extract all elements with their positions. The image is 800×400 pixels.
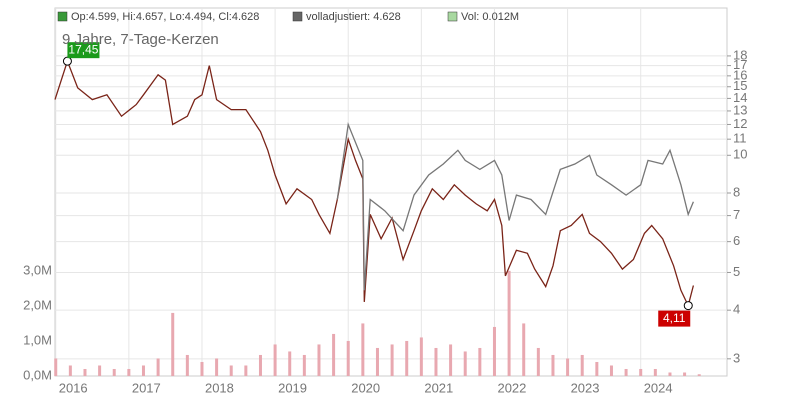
plot-frame <box>54 7 728 377</box>
y-tick-label: 8 <box>733 184 740 199</box>
volume-bar <box>200 361 204 376</box>
header-text: Vol: 0.012M <box>461 11 519 23</box>
volume-bar <box>215 358 219 376</box>
volume-bar <box>595 361 599 376</box>
x-tick-label: 2023 <box>571 380 600 395</box>
y-tick-label: 17 <box>733 57 747 72</box>
volume-bar <box>478 347 482 376</box>
volume-bar <box>683 372 687 376</box>
x-tick-label: 2020 <box>351 380 380 395</box>
y-tick-label: 11 <box>733 131 747 146</box>
volume-bar <box>609 365 613 376</box>
y-tick-label: 6 <box>733 233 740 248</box>
extreme-marker <box>62 56 72 66</box>
price-line <box>336 122 695 291</box>
volume-bar <box>463 351 467 376</box>
volume-bar <box>171 312 175 376</box>
x-tick-label: 2016 <box>59 380 88 395</box>
volume-bar <box>390 344 394 376</box>
y-tick-label: 4 <box>733 302 740 317</box>
y-tick-label: 16 <box>733 67 747 82</box>
y-tick-label: 3 <box>733 350 740 365</box>
volume-bar <box>68 365 72 376</box>
volume-tick-label: 2,0M <box>23 297 52 312</box>
volume-tick-label: 0,0M <box>23 367 52 382</box>
header-swatch <box>447 11 458 22</box>
extreme-label: 17,45 <box>68 42 98 56</box>
x-tick-label: 2024 <box>644 380 673 395</box>
volume-bar <box>639 368 643 376</box>
volume-bar <box>653 368 657 376</box>
volume-bar <box>580 354 584 376</box>
header-swatch <box>292 11 303 22</box>
x-tick-label: 2017 <box>132 380 161 395</box>
volume-bar <box>98 365 102 376</box>
volume-bar <box>332 333 336 376</box>
volume-bar <box>141 365 145 376</box>
y-tick-label: 13 <box>733 102 747 117</box>
volume-bar <box>127 368 131 376</box>
x-tick-label: 2022 <box>497 380 526 395</box>
volume-bar <box>302 354 306 376</box>
extreme-label: 4,11 <box>663 311 686 325</box>
volume-bar <box>449 344 453 376</box>
volume-bar <box>434 347 438 376</box>
volume-bar <box>507 270 511 376</box>
volume-bar <box>492 326 496 376</box>
x-tick-label: 2018 <box>205 380 234 395</box>
volume-bar <box>566 358 570 376</box>
y-tick-label: 5 <box>733 264 740 279</box>
volume-bar <box>536 347 540 376</box>
volume-bar <box>229 365 233 376</box>
y-tick-label: 14 <box>733 90 747 105</box>
header-swatch <box>57 11 68 22</box>
volume-bar <box>258 354 262 376</box>
y-tick-label: 10 <box>733 147 747 162</box>
volume-bar <box>697 374 701 376</box>
volume-bar <box>83 368 87 376</box>
volume-bar <box>361 323 365 376</box>
volume-bar <box>668 372 672 376</box>
volume-bar <box>244 365 248 376</box>
volume-bar <box>346 340 350 376</box>
chart-title: 9 Jahre, 7-Tage-Kerzen <box>62 31 219 48</box>
volume-bar <box>185 354 189 376</box>
volume-bar <box>624 368 628 376</box>
volume-bar <box>288 351 292 376</box>
extreme-label-bg <box>658 310 691 327</box>
y-tick-label: 7 <box>733 207 740 222</box>
volume-bar <box>522 323 526 376</box>
extreme-label-bg <box>67 42 100 59</box>
volume-bar <box>317 344 321 376</box>
y-tick-label: 18 <box>733 47 747 62</box>
extreme-marker <box>683 301 693 311</box>
header-text: volladjustiert: 4.628 <box>306 11 401 23</box>
volume-bar <box>273 344 277 376</box>
price-line <box>54 59 695 308</box>
volume-bar <box>405 340 409 376</box>
x-tick-label: 2021 <box>424 380 453 395</box>
header-text: Op:4.599, Hi:4.657, Lo:4.494, Cl:4.628 <box>71 11 259 23</box>
volume-bar <box>112 368 116 376</box>
x-tick-label: 2019 <box>278 380 307 395</box>
y-tick-label: 12 <box>733 116 747 131</box>
volume-bar <box>419 337 423 376</box>
y-tick-label: 15 <box>733 78 747 93</box>
volume-bar <box>54 358 58 376</box>
volume-bar <box>551 354 555 376</box>
volume-tick-label: 3,0M <box>23 262 52 277</box>
volume-tick-label: 1,0M <box>23 332 52 347</box>
volume-bar <box>156 358 160 376</box>
volume-bar <box>375 347 379 376</box>
